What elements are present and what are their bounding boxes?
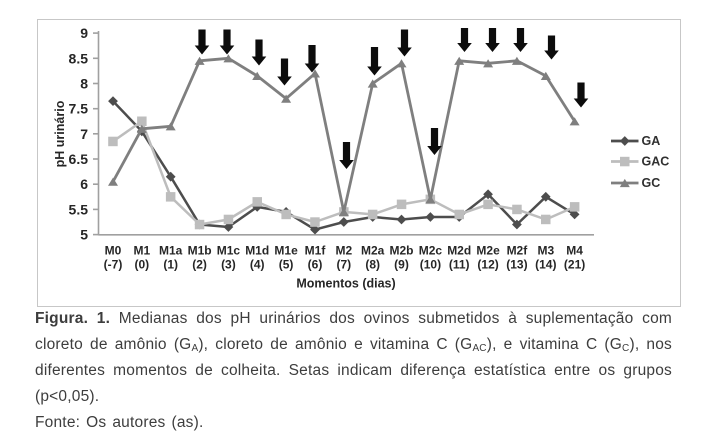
svg-text:M2d: M2d [447,244,471,258]
svg-text:M1b: M1b [188,244,212,258]
svg-text:5: 5 [80,227,88,243]
svg-text:M2c: M2c [419,244,443,258]
svg-text:pH urinário: pH urinário [53,100,67,167]
svg-text:GAC: GAC [642,155,670,169]
svg-text:M1: M1 [133,244,150,258]
svg-text:(4): (4) [250,258,265,272]
svg-text:M3: M3 [537,244,554,258]
svg-text:(21): (21) [564,258,585,272]
svg-text:8.5: 8.5 [69,50,89,66]
svg-text:M2: M2 [335,244,352,258]
svg-text:5.5: 5.5 [69,201,89,217]
svg-text:GA: GA [642,134,661,148]
svg-text:GC: GC [642,176,661,190]
svg-text:7.5: 7.5 [69,101,89,117]
svg-text:9: 9 [80,25,88,41]
svg-text:(13): (13) [506,258,527,272]
svg-text:(0): (0) [134,258,149,272]
svg-text:M0: M0 [105,244,122,258]
svg-text:M1d: M1d [245,244,269,258]
svg-text:(2): (2) [192,258,207,272]
svg-text:M1a: M1a [159,244,183,258]
svg-text:M1f: M1f [305,244,327,258]
svg-text:M2e: M2e [476,244,500,258]
svg-text:(5): (5) [279,258,294,272]
svg-text:(10): (10) [420,258,441,272]
svg-text:M1e: M1e [274,244,298,258]
svg-text:M1c: M1c [217,244,241,258]
svg-text:(9): (9) [394,258,409,272]
svg-text:6: 6 [80,176,88,192]
svg-text:M2b: M2b [390,244,414,258]
svg-text:7: 7 [80,126,88,142]
svg-text:Momentos (dias): Momentos (dias) [296,277,395,291]
svg-text:M2f: M2f [507,244,529,258]
svg-text:M2a: M2a [361,244,385,258]
svg-text:(1): (1) [163,258,178,272]
svg-text:(11): (11) [449,258,470,272]
svg-text:(-7): (-7) [104,258,123,272]
svg-text:M4: M4 [566,244,583,258]
svg-text:(8): (8) [365,258,380,272]
svg-text:(3): (3) [221,258,236,272]
svg-text:(14): (14) [535,258,556,272]
svg-text:(12): (12) [477,258,498,272]
svg-text:6.5: 6.5 [69,151,89,167]
svg-text:(7): (7) [336,258,351,272]
svg-text:(6): (6) [308,258,323,272]
svg-text:8: 8 [80,76,88,92]
